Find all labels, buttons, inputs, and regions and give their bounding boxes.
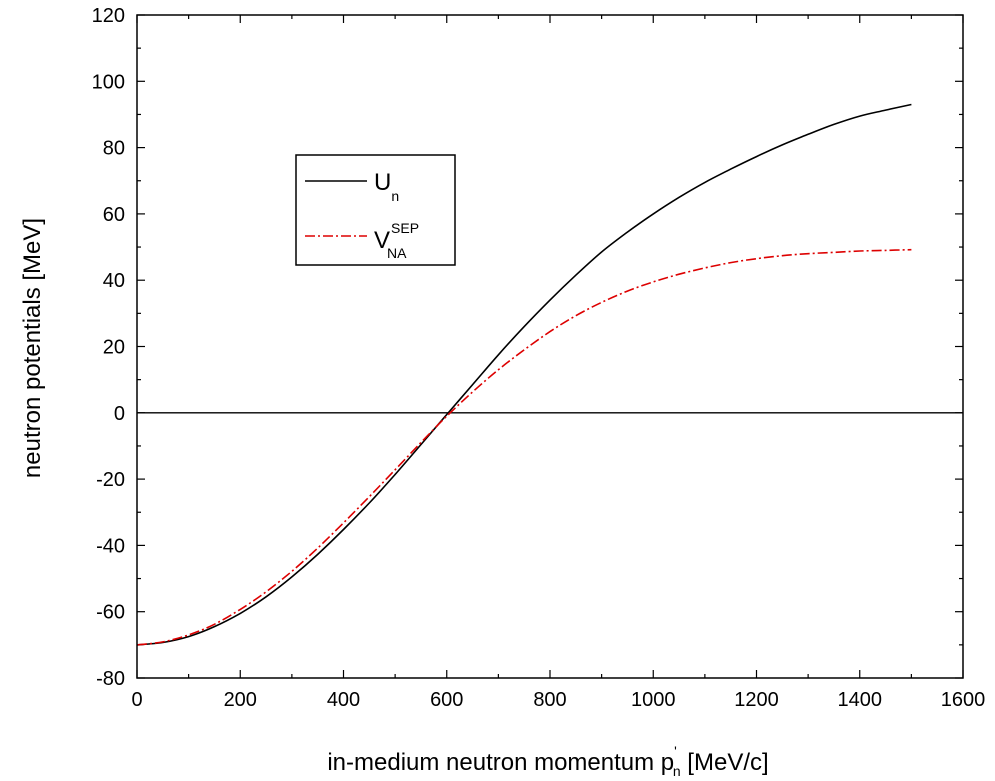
y-tick-label: -60 xyxy=(96,602,125,624)
y-axis-title: neutron potentials [MeV] xyxy=(19,218,46,478)
x-tick-label: 400 xyxy=(327,689,360,711)
y-tick-label: 0 xyxy=(114,403,125,425)
series-layer xyxy=(136,103,912,646)
x-tick-label: 1600 xyxy=(941,689,986,711)
x-tick-label: 600 xyxy=(430,689,463,711)
x-tick-label: 0 xyxy=(131,689,142,711)
legend-label-vna: VSEP NA xyxy=(374,220,419,261)
x-tick-label: 800 xyxy=(533,689,566,711)
legend: Un VSEP NA xyxy=(295,154,456,266)
x-tick-label: 1400 xyxy=(838,689,883,711)
tick-labels: 0 200 400 600 800 1000 1200 1400 1600-80-60-40-2… xyxy=(92,5,986,711)
y-tick-label: 40 xyxy=(103,270,125,292)
y-tick-label: 80 xyxy=(103,138,125,160)
x-tick-label: 1200 xyxy=(734,689,779,711)
y-tick-label: -80 xyxy=(96,668,125,690)
legend-box xyxy=(295,154,456,266)
x-tick-label: 1000 xyxy=(631,689,676,711)
x-tick-label: 200 xyxy=(224,689,257,711)
series-line-vna-sep xyxy=(136,248,912,646)
x-axis-title: in-medium neutron momentum p' n [MeV/c] xyxy=(327,743,768,779)
y-tick-label: 60 xyxy=(103,204,125,226)
legend-label-un: Un xyxy=(374,169,399,204)
y-tick-label: 100 xyxy=(92,71,125,93)
plot-frame xyxy=(136,14,964,679)
y-tick-label: -20 xyxy=(96,469,125,491)
series-line-un xyxy=(136,103,912,646)
y-tick-label: 120 xyxy=(92,5,125,27)
y-tick-label: 20 xyxy=(103,337,125,359)
y-tick-label: -40 xyxy=(96,535,125,557)
axis-ticks xyxy=(136,14,964,679)
